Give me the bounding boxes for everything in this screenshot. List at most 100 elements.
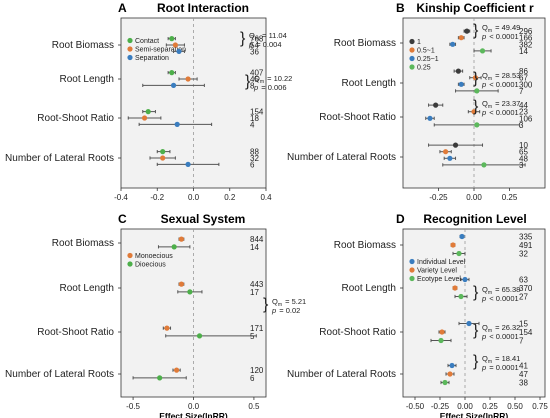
effect-size-point <box>185 76 191 82</box>
heterogeneity-statistic: } Qm = 23.37p < 0.0001 <box>473 98 520 117</box>
x-tick-label: -0.50 <box>406 402 425 411</box>
forest-point-c-0-1: 14 <box>157 243 259 252</box>
forest-point-a-1-2: 8 <box>142 81 255 90</box>
forest-point-b-3-3: 3 <box>442 161 526 170</box>
effect-size-point <box>464 28 470 34</box>
effect-size-point <box>173 367 180 373</box>
p-value: p < 0.0001 <box>481 32 519 41</box>
forest-point-d-2-1: 154 <box>438 328 533 337</box>
sample-size-label: 407 <box>250 69 264 78</box>
sample-size-label: 171 <box>250 324 264 333</box>
effect-size-point <box>450 41 456 47</box>
effect-size-point <box>160 149 166 155</box>
sample-size-label: 7 <box>519 337 524 346</box>
panel-c: C Sexual System -0.5 0.0 0.5 Effect Size(lnRR… <box>5 212 306 418</box>
effect-size-point <box>474 88 480 94</box>
sample-size-label: 491 <box>519 241 533 250</box>
legend-marker <box>409 64 415 70</box>
q-statistic: Qm = 10.22 <box>254 74 292 85</box>
heterogeneity-statistic: } Qm = 49.49p < 0.0001 <box>473 22 520 41</box>
group-label: Root-Shoot Ratio <box>319 327 396 338</box>
effect-size-point <box>196 333 203 339</box>
brace: } <box>473 98 479 115</box>
legend-marker <box>409 267 415 273</box>
forest-point-a-1-1: 45 <box>178 75 259 84</box>
sample-size-label: 8 <box>250 81 255 90</box>
panel-d: D Recognition Level -0.50 -0.25 0.00 0.25 0.50… <box>287 212 548 418</box>
forest-point-a-0-1: 54 <box>165 41 259 50</box>
q-statistic: Qm = 5.21 <box>272 297 306 308</box>
effect-size-point <box>160 155 166 161</box>
brace: } <box>473 70 479 87</box>
effect-size-point <box>442 379 448 386</box>
sample-size-label: 67 <box>519 74 528 83</box>
panel-letter: A <box>118 1 127 15</box>
q-statistic: Qm = 65.38 <box>482 285 520 296</box>
panel-title: Root Interaction <box>157 1 249 15</box>
sample-size-label: 32 <box>519 250 528 259</box>
sample-size-label: 5 <box>250 332 255 341</box>
sample-size-label: 106 <box>519 114 533 123</box>
x-axis-label: Effect Size(lnRR) <box>159 411 228 418</box>
x-tick-label: -0.25 <box>429 193 448 202</box>
sample-size-label: 41 <box>519 362 528 371</box>
heterogeneity-statistic: } Qm = 5.21p = 0.02 <box>263 296 306 315</box>
forest-point-d-1-0: 63 <box>460 276 528 285</box>
forest-point-b-1-3: 7 <box>455 87 524 96</box>
forest-point-d-1-1: 370 <box>452 284 533 293</box>
sample-size-label: 45 <box>250 75 259 84</box>
sample-size-label: 36 <box>250 47 259 56</box>
sample-size-label: 4 <box>250 120 255 129</box>
effect-size-point <box>169 70 175 76</box>
effect-size-point <box>433 102 439 108</box>
sample-size-label: 382 <box>519 40 533 49</box>
effect-size-point <box>174 121 180 127</box>
sample-size-label: 18 <box>250 114 259 123</box>
p-value: p = 0.004 <box>248 40 282 49</box>
effect-size-point <box>187 289 193 295</box>
forest-point-c-2-0: 171 <box>162 324 264 333</box>
forest-point-a-1-0: 407 <box>167 69 264 78</box>
forest-point-b-2-3: 3 <box>433 121 524 130</box>
group-label: Root Biomass <box>52 238 114 249</box>
effect-size-point <box>462 276 468 283</box>
forest-point-a-0-2: 36 <box>173 47 259 56</box>
forest-point-c-2-1: 5 <box>165 332 257 341</box>
plot-area <box>402 228 546 398</box>
effect-size-point <box>141 115 148 121</box>
effect-size-point <box>439 329 445 335</box>
effect-size-point <box>178 236 185 242</box>
p-value: p < 0.0001 <box>481 80 519 89</box>
forest-point-a-3-1: 32 <box>149 154 259 163</box>
effect-size-point <box>450 242 456 248</box>
q-statistic: Qm = 23.37 <box>482 99 520 110</box>
legend-marker <box>409 258 415 265</box>
panel-title: Sexual System <box>161 212 246 226</box>
effect-size-point <box>176 48 182 55</box>
forest-point-b-1-2: 300 <box>457 80 533 89</box>
p-value: p = 0.0001 <box>481 363 519 372</box>
legend-label: Semi-separation <box>135 47 186 54</box>
sample-size-label: 38 <box>519 379 528 388</box>
group-label: Root Biomass <box>52 40 114 51</box>
sample-size-label: 65 <box>519 148 528 157</box>
effect-size-point <box>458 35 464 41</box>
legend-label: Monoecious <box>135 253 173 260</box>
x-tick-label: 0.25 <box>482 402 498 411</box>
group-label: Number of Lateral Roots <box>287 369 396 380</box>
sample-size-label: 63 <box>519 276 528 285</box>
forest-point-c-3-0: 120 <box>172 366 264 375</box>
group-label: Root-Shoot Ratio <box>319 112 396 123</box>
panel-title: Kinship Coefficient r <box>416 1 534 15</box>
forest-point-c-0-0: 844 <box>178 235 264 244</box>
heterogeneity-statistic: } Qm = 10.22p = 0.006 <box>245 73 292 92</box>
sample-size-label: 120 <box>250 366 264 375</box>
group-label: Root Length <box>342 78 397 89</box>
panel-a: A Root Interaction -0.4 -0.2 0.0 0.2 0.4 Contac… <box>5 1 292 202</box>
forest-point-a-2-0: 154 <box>142 108 264 117</box>
p-value: p = 0.02 <box>271 306 300 315</box>
sample-size-label: 47 <box>519 370 528 379</box>
effect-size-point <box>452 142 459 148</box>
x-tick-label: 0.25 <box>502 193 518 202</box>
heterogeneity-statistic: } Qm = 65.38p < 0.0001 <box>473 284 520 303</box>
